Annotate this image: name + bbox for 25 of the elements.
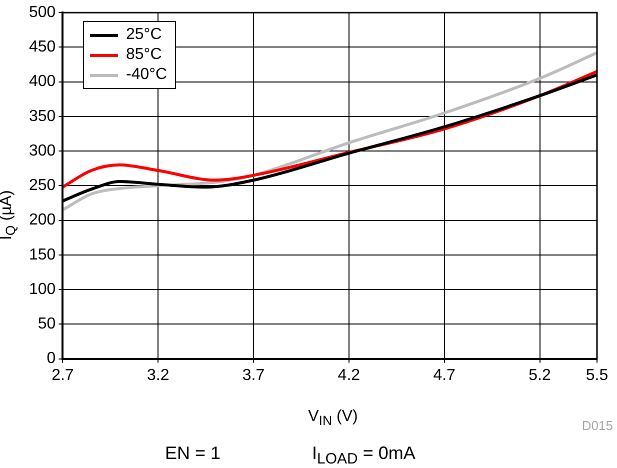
- y-tick-label: 100: [28, 280, 56, 298]
- x-axis-title: V$_{IN}$ (V): [308, 408, 358, 428]
- y-tick-label: 150: [28, 246, 56, 264]
- y-tick-label: 450: [28, 38, 56, 56]
- y-tick-label: 500: [28, 4, 56, 22]
- y-tick-label: 200: [28, 212, 56, 229]
- y-tick-label: 400: [28, 73, 56, 90]
- text: EN = 1: [165, 443, 221, 464]
- x-tick-label: 2.7: [52, 366, 74, 384]
- y-tick-label: 300: [28, 142, 56, 160]
- legend-label: -40°C: [126, 66, 168, 84]
- x-tick-label: 4.2: [338, 366, 360, 384]
- x-tick-label: 3.2: [146, 366, 170, 384]
- x-tick-label: 3.7: [242, 366, 265, 384]
- y-tick-label: 50: [38, 316, 56, 333]
- y-tick-label: 0: [46, 350, 56, 368]
- y-tick-label: 250: [28, 177, 56, 194]
- text: D015: [582, 418, 613, 433]
- legend-label: 25°C: [126, 26, 162, 44]
- x-tick-label: 5.2: [528, 366, 551, 384]
- legend-label: 85°C: [126, 46, 162, 64]
- x-tick-label: 5.5: [586, 366, 608, 384]
- text: I$_{LOAD}$ = 0mA: [312, 443, 416, 468]
- x-tick-label: 4.7: [433, 366, 456, 384]
- y-tick-label: 350: [28, 108, 56, 125]
